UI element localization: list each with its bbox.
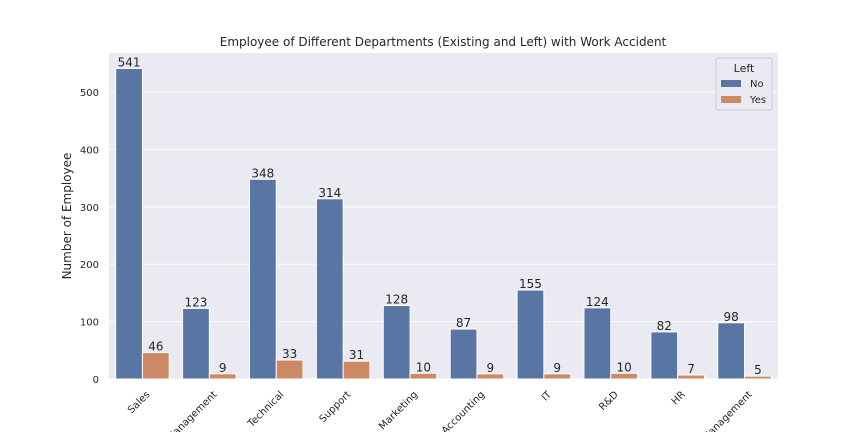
chart-title: Employee of Different Departments (Exist… (220, 35, 667, 49)
bar-value-label: 314 (318, 186, 341, 200)
x-tick-label: Support (318, 389, 354, 425)
bar-value-label: 541 (118, 55, 141, 69)
bars (115, 67, 772, 380)
bar-no (717, 322, 746, 380)
y-tick-label: 200 (80, 260, 99, 271)
bar-value-label: 5 (754, 363, 762, 377)
plot-area (109, 53, 778, 379)
bar-value-label: 9 (487, 361, 495, 375)
bar-no (248, 178, 277, 380)
y-tick-label: 100 (80, 318, 99, 329)
bar-value-label: 98 (724, 310, 739, 324)
bar-value-label: 87 (456, 316, 471, 330)
bar-no (115, 67, 143, 380)
y-axis-ticks: 0 100 200 300 400 500 (80, 88, 99, 386)
bar-labels: 541 46 123 9 348 33 314 31 128 10 87 9 155 9 124 10 82 7 9… (118, 55, 762, 377)
bar-value-label: 46 (148, 340, 163, 354)
bar-value-label: 124 (586, 295, 609, 309)
x-tick-label: HR (670, 389, 688, 407)
legend-swatch-no (721, 80, 741, 87)
bar-yes (744, 375, 772, 380)
bar-yes (208, 373, 237, 380)
bar-no (382, 305, 411, 380)
bar-value-label: 9 (219, 361, 227, 375)
x-tick-label: Technical (245, 389, 286, 430)
x-tick-label: Accounting (440, 389, 487, 432)
x-axis-ticks: Sales Management Technical Support Marketing… (126, 389, 755, 432)
bar-yes (342, 360, 371, 380)
bar-value-label: 123 (185, 295, 208, 309)
bar-value-label: 155 (519, 277, 542, 291)
bar-value-label: 7 (687, 362, 695, 376)
y-tick-label: 400 (80, 145, 99, 156)
y-axis-label: Number of Employee (60, 153, 74, 280)
bar-no (315, 198, 344, 380)
x-tick-label: Marketing (377, 389, 420, 432)
legend-label-no: No (750, 79, 764, 90)
legend: Left No Yes (715, 57, 773, 111)
x-tick-label: Management (165, 389, 219, 432)
bar-no (516, 289, 545, 380)
bar-no (182, 307, 210, 380)
legend-swatch-yes (721, 96, 741, 103)
bar-yes (476, 373, 505, 380)
x-tick-label: Management (700, 389, 754, 432)
bar-no (650, 331, 679, 380)
bar-value-label: 9 (553, 361, 561, 375)
bar-value-label: 348 (251, 166, 274, 180)
bar-yes (543, 373, 572, 380)
bar-no (449, 328, 478, 380)
bar-value-label: 82 (657, 319, 672, 333)
x-tick-label: R&D (597, 389, 621, 413)
legend-title: Left (734, 62, 755, 75)
bar-yes (677, 374, 705, 380)
y-tick-label: 300 (80, 203, 99, 214)
bar-value-label: 128 (385, 293, 408, 307)
bar-yes (275, 359, 304, 380)
y-tick-label: 0 (93, 375, 99, 386)
bar-value-label: 10 (416, 360, 431, 374)
bar-value-label: 10 (616, 360, 631, 374)
bar-value-label: 31 (349, 348, 364, 362)
y-tick-label: 500 (80, 88, 99, 99)
x-tick-label: IT (540, 389, 555, 404)
bar-no (583, 307, 612, 380)
x-tick-label: Sales (126, 389, 153, 416)
legend-label-yes: Yes (749, 95, 766, 106)
bar-value-label: 33 (282, 347, 297, 361)
bar-yes (610, 372, 639, 380)
bar-yes (141, 352, 170, 380)
bar-yes (409, 372, 438, 380)
